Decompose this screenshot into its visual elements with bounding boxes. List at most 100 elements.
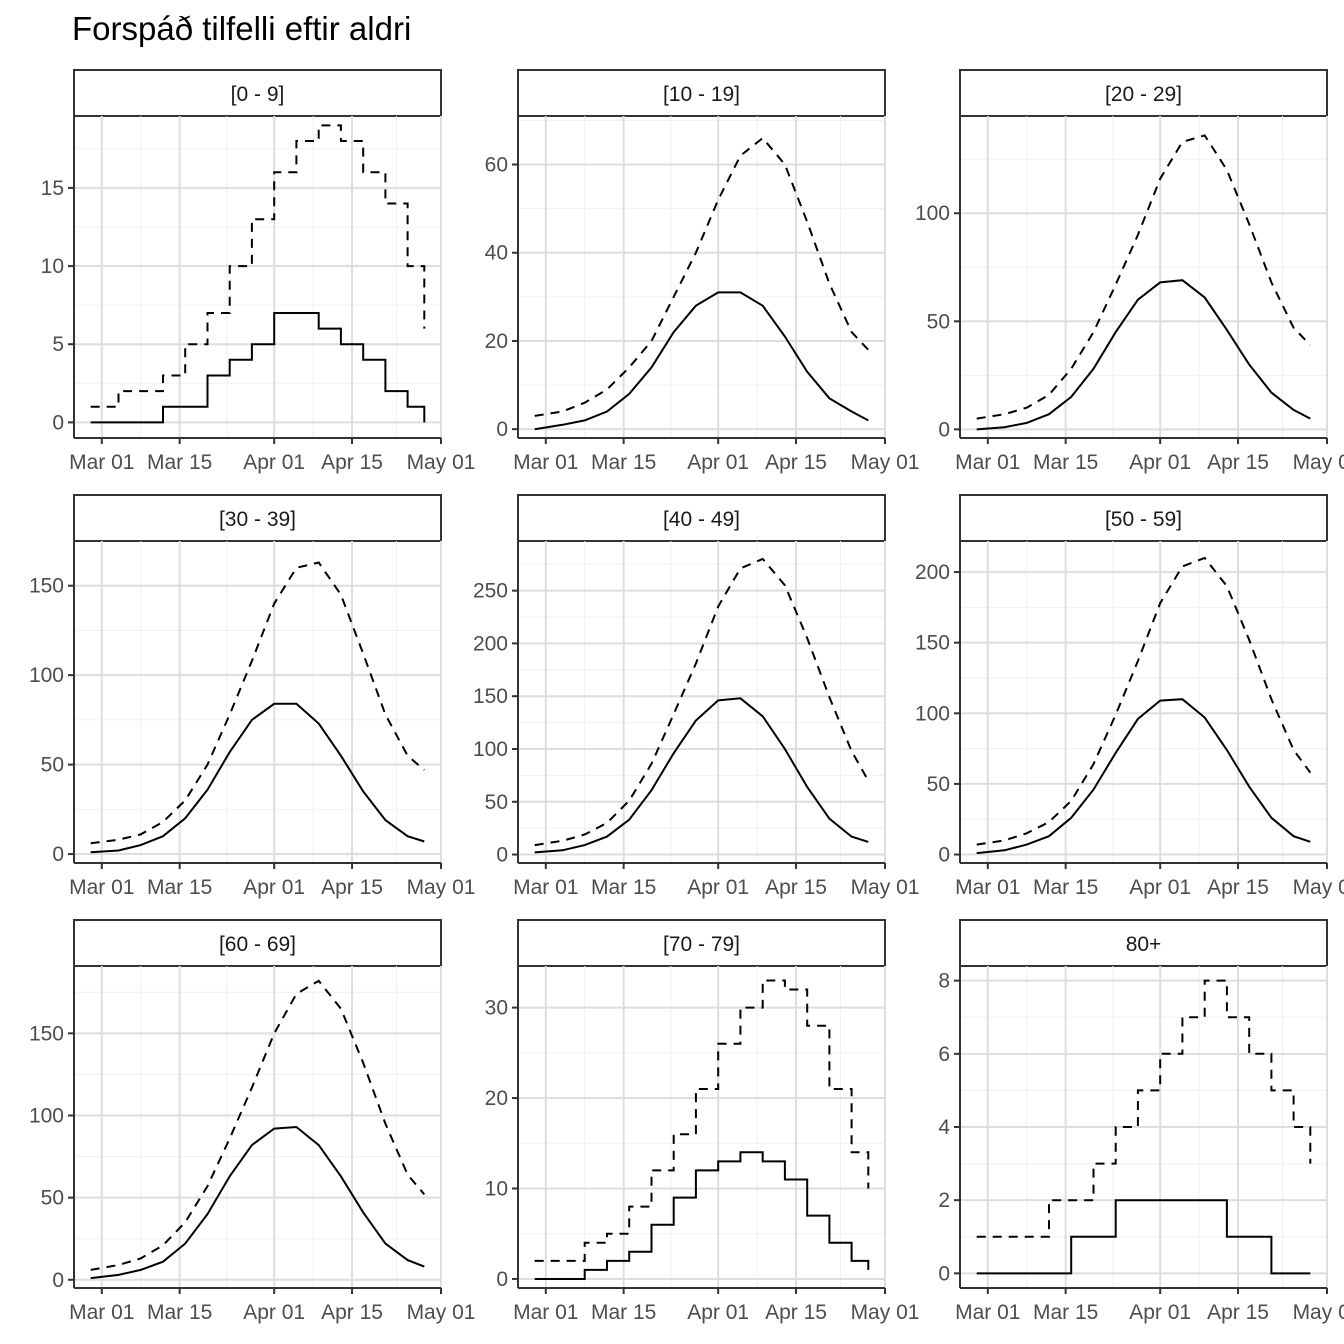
x-tick-label: Apr 01 (687, 1301, 749, 1324)
facet-label: 80+ (1126, 933, 1162, 956)
series-group (976, 979, 1312, 1275)
y-tick-label: 50 (41, 754, 64, 777)
x-tick-label: Apr 01 (243, 1301, 305, 1324)
facet-panel: 80+ 0 2 4 6 8 Mar 01 Mar 15 Apr 01 Apr 15 May 01 (938, 919, 1344, 1324)
facet-label: [10 - 19] (663, 83, 740, 106)
upper-series-line (90, 561, 425, 845)
median-series-line (976, 279, 1311, 431)
y-tick-label: 0 (52, 411, 64, 434)
facet-label: [50 - 59] (1105, 508, 1182, 531)
facet-strip (517, 919, 886, 967)
x-tick-label: May 01 (1293, 1301, 1344, 1324)
y-tick-label: 50 (41, 1187, 64, 1210)
facet-strip (73, 69, 442, 117)
x-tick-label: May 01 (851, 451, 920, 474)
y-tick-label: 10 (41, 255, 64, 278)
series-group (976, 134, 1312, 431)
x-tick-label: Mar 15 (147, 876, 212, 899)
upper-series-line (534, 557, 870, 847)
y-tick-label: 0 (496, 418, 508, 441)
series-group (534, 979, 870, 1280)
y-tick-label: 200 (473, 632, 508, 655)
facet-label: [0 - 9] (231, 83, 285, 106)
facet-strip (517, 494, 886, 542)
x-tick-label: Apr 01 (1129, 451, 1191, 474)
y-tick-label: 15 (41, 177, 64, 200)
upper-series-line (534, 136, 870, 417)
series-group (976, 556, 1312, 855)
y-tick-label: 0 (938, 418, 950, 441)
x-tick-label: Mar 15 (147, 1301, 212, 1324)
y-tick-label: 0 (496, 1268, 508, 1291)
upper-series-line (976, 556, 1312, 846)
y-tick-label: 150 (29, 575, 64, 598)
x-tick-label: Mar 15 (1033, 1301, 1098, 1324)
y-tick-label: 200 (915, 561, 950, 584)
x-tick-label: Apr 15 (765, 451, 827, 474)
y-tick-label: 40 (485, 242, 508, 265)
x-tick-label: Apr 15 (765, 1301, 827, 1324)
upper-series-line (976, 979, 1312, 1238)
upper-series-line (976, 134, 1312, 420)
upper-series-line (90, 124, 426, 408)
y-tick-label: 100 (29, 664, 64, 687)
x-tick-label: May 01 (407, 1301, 476, 1324)
facet-panel: [40 - 49] 0 50 100 150 200 250 Mar 01 Mar 15 Apr … (473, 494, 919, 899)
facet-label: [70 - 79] (663, 933, 740, 956)
x-tick-label: Mar 15 (1033, 876, 1098, 899)
y-tick-label: 20 (485, 330, 508, 353)
facet-strip (517, 69, 886, 117)
y-tick-label: 8 (938, 970, 950, 993)
facet-panel: [10 - 19] 0 20 40 60 Mar 01 Mar 15 Apr 01 Apr 15… (485, 69, 920, 474)
x-tick-label: Mar 01 (513, 1301, 578, 1324)
x-tick-label: Mar 01 (69, 876, 134, 899)
series-group (90, 561, 425, 854)
x-tick-label: Apr 01 (687, 451, 749, 474)
facet-label: [30 - 39] (219, 508, 296, 531)
series-group (534, 136, 870, 431)
facet-panel: [50 - 59] 0 50 100 150 200 Mar 01 Mar 15 Apr 01 A… (915, 494, 1344, 899)
x-tick-label: Mar 15 (591, 876, 656, 899)
x-tick-label: Apr 01 (243, 451, 305, 474)
facet-label: [40 - 49] (663, 508, 740, 531)
facet-label: [20 - 29] (1105, 83, 1182, 106)
x-tick-label: Apr 01 (243, 876, 305, 899)
facet-strip (959, 494, 1328, 542)
facet-panel: [20 - 29] 0 50 100 Mar 01 Mar 15 Apr 01 Apr 15 M… (915, 69, 1344, 474)
facet-panel: [60 - 69] 0 50 100 150 Mar 01 Mar 15 Apr 01 Apr … (29, 919, 476, 1324)
x-tick-label: Mar 01 (69, 1301, 134, 1324)
y-tick-label: 150 (473, 685, 508, 708)
x-tick-label: May 01 (407, 451, 476, 474)
x-tick-label: Mar 01 (69, 451, 134, 474)
x-tick-label: Apr 15 (1207, 1301, 1269, 1324)
median-series-line (534, 1151, 870, 1280)
median-series-line (90, 312, 426, 424)
x-tick-label: May 01 (1293, 451, 1344, 474)
facet-strip (73, 919, 442, 967)
y-tick-label: 50 (485, 791, 508, 814)
series-group (90, 124, 426, 424)
facet-strip (959, 919, 1328, 967)
chart-title: Forspáð tilfelli eftir aldri (72, 10, 412, 47)
x-tick-label: Mar 15 (1033, 451, 1098, 474)
x-tick-label: Apr 15 (1207, 876, 1269, 899)
y-tick-label: 4 (938, 1116, 950, 1139)
x-tick-label: May 01 (407, 876, 476, 899)
y-tick-label: 0 (52, 1269, 64, 1292)
y-tick-label: 100 (29, 1105, 64, 1128)
facet-panel: [30 - 39] 0 50 100 150 Mar 01 Mar 15 Apr 01 Apr … (29, 494, 476, 899)
x-tick-label: Mar 15 (591, 1301, 656, 1324)
x-tick-label: Apr 15 (321, 876, 383, 899)
x-tick-label: Apr 15 (321, 1301, 383, 1324)
y-tick-label: 0 (496, 844, 508, 867)
y-tick-label: 0 (52, 843, 64, 866)
y-tick-label: 100 (473, 738, 508, 761)
median-series-line (90, 1125, 425, 1280)
x-tick-label: Mar 01 (955, 451, 1020, 474)
x-tick-label: Apr 15 (321, 451, 383, 474)
x-tick-label: Apr 01 (1129, 1301, 1191, 1324)
upper-series-line (534, 979, 870, 1262)
series-group (90, 979, 426, 1280)
x-tick-label: Mar 01 (513, 451, 578, 474)
